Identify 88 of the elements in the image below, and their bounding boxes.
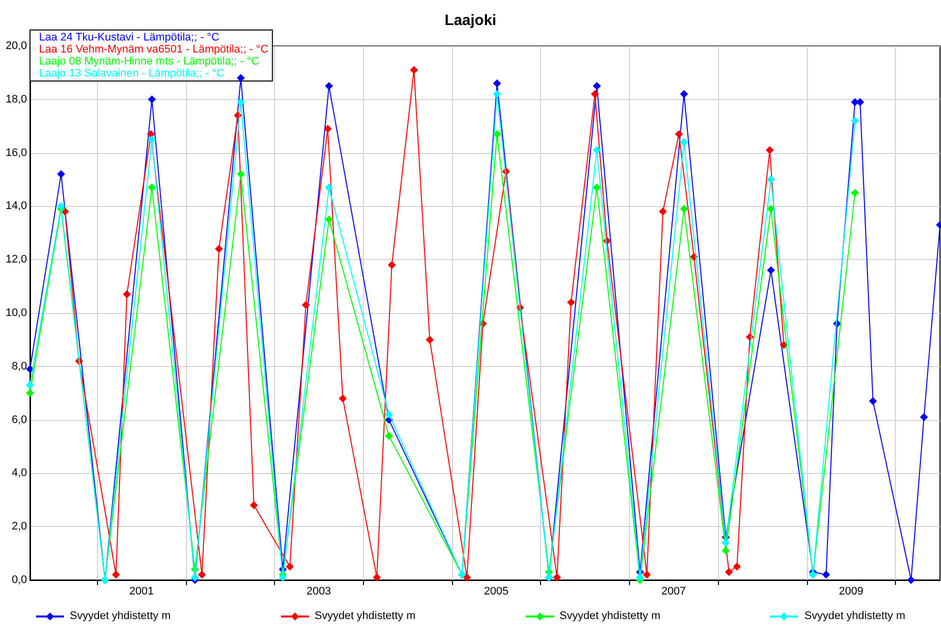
y-tick-label: 16,0 (6, 146, 27, 159)
point (636, 573, 644, 582)
point (26, 365, 34, 374)
point (324, 216, 333, 224)
point (26, 389, 34, 398)
text: Laa 16 Vehm-Mynäm va6501 - Lämpötila;; - °C (39, 44, 268, 56)
x-tick-label: 2009 (838, 586, 864, 598)
point (680, 138, 688, 146)
point (148, 135, 156, 144)
point (907, 576, 916, 584)
point (324, 184, 333, 192)
point (493, 79, 502, 88)
point (680, 204, 688, 213)
point (236, 170, 245, 178)
y-tick-label: 14,0 (6, 200, 27, 212)
point (190, 573, 199, 582)
x-tick-label: 2003 (306, 586, 332, 598)
y-tick-label: 4,0 (12, 467, 27, 480)
x-tick-label: 2007 (661, 586, 686, 598)
point (766, 146, 774, 154)
point (338, 394, 347, 402)
point (780, 341, 788, 350)
y-tick-label: 18,0 (6, 93, 27, 106)
y-tick-label: 8,0 (12, 360, 27, 372)
point (722, 538, 730, 547)
text: Svyydet yhdistetty m (560, 610, 660, 622)
point (324, 82, 333, 90)
point (592, 184, 601, 192)
point (57, 170, 66, 178)
chart-title: Laajoki (444, 12, 496, 29)
point (567, 298, 576, 306)
point (236, 74, 245, 82)
point (122, 290, 131, 298)
point (324, 124, 332, 133)
point (278, 573, 287, 582)
text: Svyydet yhdistetty m (804, 610, 906, 622)
point (372, 573, 381, 582)
point (410, 66, 418, 74)
point (590, 90, 599, 98)
point (286, 562, 294, 571)
y-tick-label: 12,0 (6, 254, 27, 266)
text: Laajo 08 Mynäm-Hinne mts - Lämpötila;; - °C (39, 56, 260, 68)
text: Laa 24 Tku-Kustavi - Lämpötila;; - °C (39, 32, 220, 44)
point (851, 116, 859, 125)
point (426, 336, 434, 344)
x-tick-label: 2001 (129, 586, 154, 598)
point (732, 562, 741, 571)
point (384, 432, 393, 440)
point (493, 90, 502, 98)
y-tick-label: 20,0 (6, 40, 27, 52)
y-tick-label: 0,0 (12, 574, 27, 586)
point (680, 90, 688, 98)
point (553, 573, 562, 582)
y-tick-label: 10,0 (6, 307, 27, 319)
point (112, 570, 120, 579)
x-tick-label: 2005 (484, 586, 509, 598)
point (148, 95, 156, 104)
point (250, 501, 258, 510)
point (766, 204, 775, 213)
text: Svyydet yhdistetty m (314, 610, 416, 622)
point (493, 130, 502, 138)
point (236, 98, 245, 106)
point (868, 397, 877, 406)
point (388, 260, 396, 269)
y-tick-label: 6,0 (12, 414, 27, 426)
point (724, 568, 733, 576)
point (674, 130, 683, 138)
point (851, 188, 859, 197)
point (302, 300, 310, 309)
point (592, 82, 601, 90)
point (148, 184, 156, 192)
text: Laajo 13 Salavainen - Lämpötila;; - °C (39, 68, 224, 80)
point (592, 146, 601, 154)
point (822, 570, 830, 579)
point (214, 244, 223, 253)
point (198, 570, 206, 579)
point (658, 208, 667, 216)
point (26, 381, 34, 390)
point (722, 546, 730, 555)
text: Svyydet yhdistetty m (70, 610, 171, 622)
point (766, 266, 775, 274)
point (462, 573, 471, 582)
point (57, 202, 66, 210)
point (920, 413, 928, 422)
point (642, 570, 651, 579)
y-tick-label: 2,0 (12, 520, 27, 533)
point (384, 410, 393, 418)
point (766, 176, 775, 184)
